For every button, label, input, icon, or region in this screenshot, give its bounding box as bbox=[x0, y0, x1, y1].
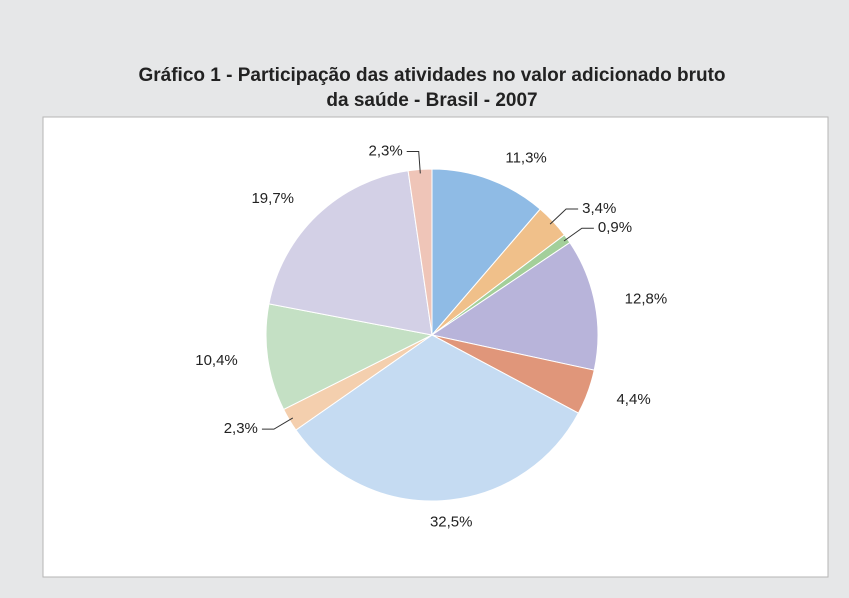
data-label: 4,4% bbox=[616, 391, 650, 408]
leader-line bbox=[563, 227, 594, 242]
pie-slice bbox=[295, 334, 580, 502]
leader-line bbox=[549, 208, 579, 225]
data-label: 10,4% bbox=[195, 352, 238, 369]
pie-slice bbox=[268, 170, 433, 336]
leader-line bbox=[406, 150, 421, 174]
data-label: 2,3% bbox=[224, 420, 258, 437]
pie-slice bbox=[431, 168, 541, 337]
chart-title: Gráfico 1 - Participação das atividades … bbox=[138, 65, 725, 86]
data-label: 32,5% bbox=[430, 514, 473, 531]
data-label: 11,3% bbox=[505, 150, 546, 167]
data-label: 12,8% bbox=[625, 291, 668, 308]
data-label: 3,4% bbox=[582, 200, 616, 217]
data-label: 19,7% bbox=[251, 190, 294, 207]
pie-slice bbox=[430, 241, 599, 371]
leader-line bbox=[261, 417, 294, 430]
data-label: 2,3% bbox=[369, 142, 403, 159]
pie-slice bbox=[265, 303, 434, 411]
data-label: 0,9% bbox=[598, 219, 632, 236]
chart-title: da saúde - Brasil - 2007 bbox=[326, 90, 537, 111]
